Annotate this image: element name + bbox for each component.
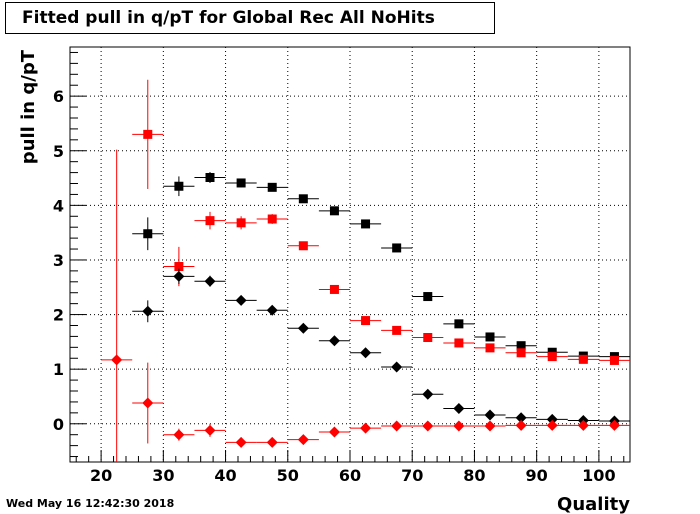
data-point-diamond: [515, 412, 527, 424]
data-point-diamond: [142, 305, 154, 317]
data-point-diamond: [328, 426, 340, 438]
data-point-square: [329, 284, 339, 294]
data-point-diamond: [546, 413, 558, 425]
data-point-square: [298, 241, 308, 251]
data-point-square: [329, 206, 339, 216]
data-point-square: [516, 341, 526, 351]
data-point-square: [392, 243, 402, 253]
data-point-diamond: [111, 354, 123, 366]
data-point-square: [392, 325, 402, 335]
x-tick-label: 100: [582, 466, 615, 485]
data-point-diamond: [453, 402, 465, 414]
data-point-square: [609, 355, 619, 365]
data-point-square: [143, 129, 153, 139]
chart-title: Fitted pull in q/pT for Global Rec All N…: [22, 8, 435, 28]
data-point-diamond: [173, 270, 185, 282]
x-tick-label: 40: [214, 466, 236, 485]
data-point-diamond: [297, 322, 309, 334]
data-point-diamond: [484, 420, 496, 432]
data-point-diamond: [422, 388, 434, 400]
y-tick-label: 5: [53, 142, 64, 161]
data-point-square: [236, 218, 246, 228]
data-point-square: [143, 229, 153, 239]
y-axis-label: pull in q/pT: [18, 49, 39, 164]
x-tick-label: 60: [339, 466, 361, 485]
data-point-diamond: [453, 420, 465, 432]
data-point-diamond: [391, 361, 403, 373]
data-point-diamond: [266, 304, 278, 316]
chart-title-box: Fitted pull in q/pT for Global Rec All N…: [5, 2, 495, 34]
data-point-diamond: [297, 434, 309, 446]
x-tick-label: 50: [277, 466, 299, 485]
x-axis-label: Quality: [557, 494, 630, 514]
data-point-diamond: [360, 347, 372, 359]
data-point-square: [267, 182, 277, 192]
data-point-square: [547, 352, 557, 362]
data-point-square: [205, 173, 215, 183]
data-point-square: [174, 262, 184, 272]
data-series: [101, 79, 630, 462]
data-point-diamond: [546, 419, 558, 431]
x-tick-label: 80: [463, 466, 485, 485]
data-point-diamond: [204, 275, 216, 287]
data-point-diamond: [235, 436, 247, 448]
data-point-square: [361, 219, 371, 229]
data-point-square: [298, 194, 308, 204]
data-point-square: [236, 178, 246, 188]
data-point-diamond: [360, 422, 372, 434]
data-point-diamond: [484, 409, 496, 421]
data-point-diamond: [266, 436, 278, 448]
x-tick-label: 70: [401, 466, 423, 485]
y-tick-label: 0: [53, 415, 64, 434]
data-point-square: [454, 319, 464, 329]
y-tick-label: 4: [53, 196, 64, 215]
data-point-square: [454, 338, 464, 348]
data-point-diamond: [235, 294, 247, 306]
data-point-diamond: [577, 419, 589, 431]
x-tick-label: 20: [90, 466, 112, 485]
data-point-square: [361, 316, 371, 326]
data-point-square: [174, 181, 184, 191]
data-point-square: [485, 343, 495, 353]
axis-ticks: 20 30 40 50 60 70 80 90 100 0 1 2 3 4 5 6: [53, 51, 625, 485]
data-point-square: [485, 332, 495, 342]
x-tick-label: 30: [152, 466, 174, 485]
y-tick-label: 2: [53, 306, 64, 325]
data-point-square: [205, 216, 215, 226]
data-point-diamond: [515, 419, 527, 431]
data-point-square: [423, 292, 433, 302]
data-point-square: [423, 333, 433, 342]
data-point-square: [516, 348, 526, 358]
timestamp: Wed May 16 12:42:30 2018: [6, 497, 175, 510]
grid: [70, 47, 630, 462]
data-point-diamond: [204, 424, 216, 436]
data-point-diamond: [173, 429, 185, 441]
x-tick-label: 90: [526, 466, 548, 485]
y-tick-label: 6: [53, 87, 64, 106]
data-point-diamond: [422, 420, 434, 432]
data-point-diamond: [142, 397, 154, 409]
data-point-diamond: [391, 420, 403, 432]
data-point-square: [578, 354, 588, 364]
y-tick-label: 1: [53, 360, 64, 379]
y-tick-label: 3: [53, 251, 64, 270]
data-point-diamond: [608, 419, 620, 431]
data-point-square: [267, 214, 277, 224]
data-point-diamond: [328, 335, 340, 347]
